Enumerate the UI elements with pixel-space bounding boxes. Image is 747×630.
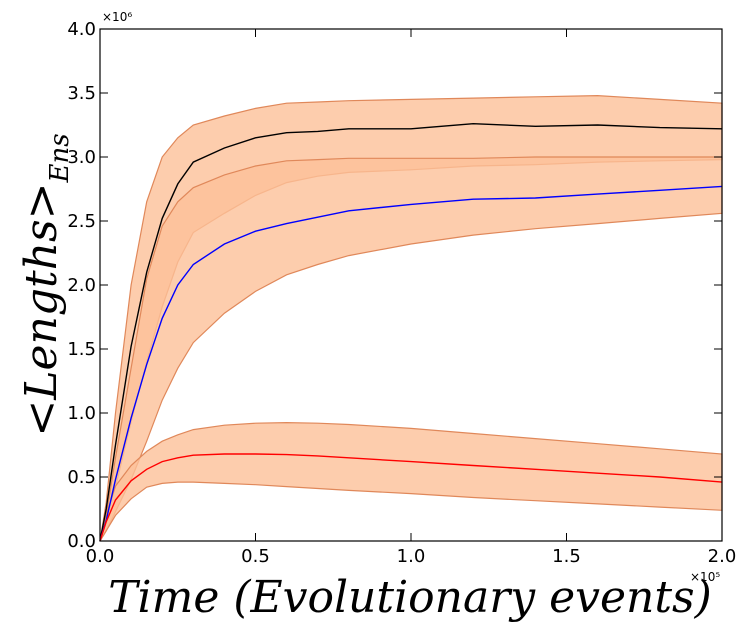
y-tick-label: 4.0 <box>67 19 96 40</box>
y-axis-label-main: <Lengths> <box>16 182 67 436</box>
x-tick-label: 2.0 <box>708 546 737 567</box>
axis-ticks: 0.0 0.5 1.0 1.5 2.0 0.0 0.5 1.0 1.5 2.0 2.5 3.0 3.5 4… <box>67 19 736 567</box>
y-tick-label: 2.5 <box>67 211 96 232</box>
series-line-0 <box>99 122 723 542</box>
band-2 <box>99 421 723 542</box>
y-axis-label: <Lengths>Ens <box>16 133 75 436</box>
y-tick-label: 3.5 <box>67 83 96 104</box>
y-tick-label: 2.0 <box>67 275 96 296</box>
x-axis-multiplier: ×10⁵ <box>690 570 720 584</box>
series-line-1 <box>99 185 723 542</box>
y-tick-label: 1.5 <box>67 339 96 360</box>
y-axis-multiplier: ×10⁶ <box>102 10 132 24</box>
series-lines <box>99 122 723 542</box>
y-tick-label: 3.0 <box>67 147 96 168</box>
x-tick-label: 0.5 <box>241 546 270 567</box>
x-axis-label: Time (Evolutionary events) <box>108 572 712 623</box>
y-tick-label: 0.5 <box>67 467 96 488</box>
series-line-2 <box>99 453 723 542</box>
y-tick-label: 0.0 <box>67 531 96 552</box>
y-tick-label: 1.0 <box>67 403 96 424</box>
y-axis-label-group: <Lengths>Ens <box>16 133 75 436</box>
x-tick-label: 1.0 <box>397 546 426 567</box>
x-tick-label: 1.5 <box>552 546 581 567</box>
x-tick-label: 0.0 <box>86 546 115 567</box>
y-axis-label-subscript: Ens <box>45 133 75 183</box>
